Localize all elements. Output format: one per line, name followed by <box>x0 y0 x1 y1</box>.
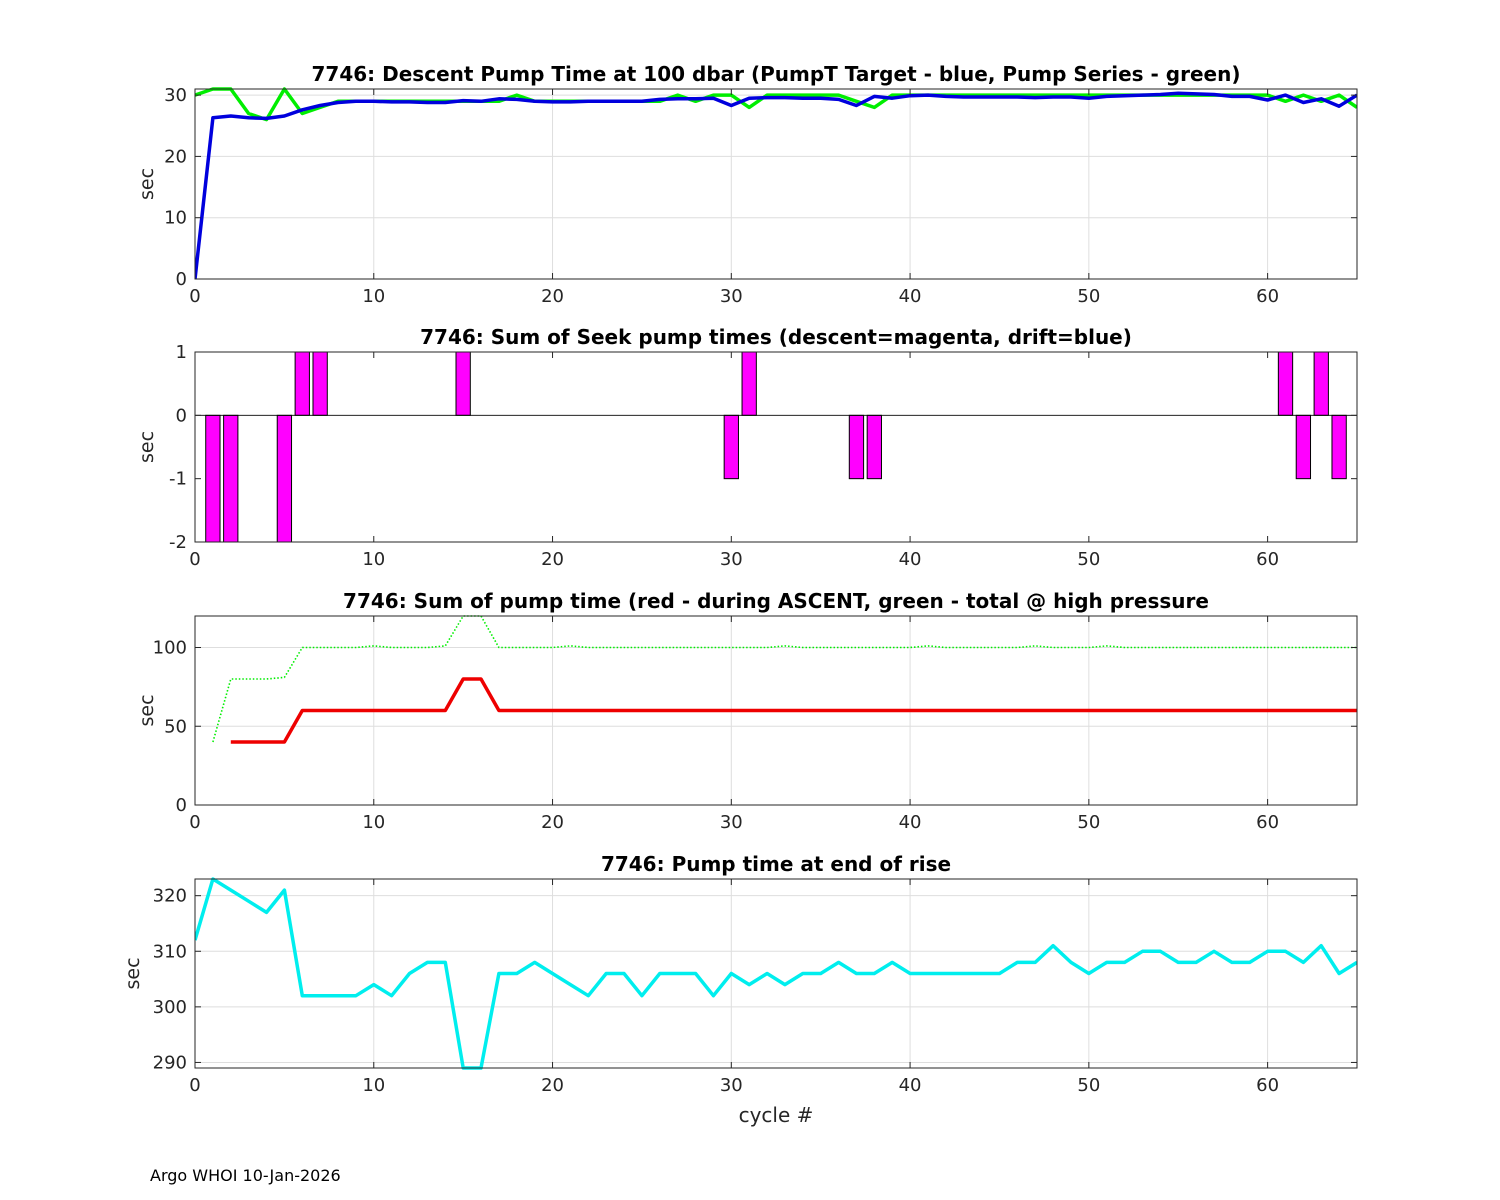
chart-panel-4: 0 10 20 30 40 50 60 290 300 310 320 7746: Pump time… <box>122 852 1358 1127</box>
footer-label: Argo WHOI 10-Jan-2026 <box>150 1166 341 1185</box>
bar-mark <box>294 351 310 416</box>
series-line-1 <box>195 877 1357 1070</box>
x-tick-label: 20 <box>541 812 564 833</box>
plot-area <box>195 879 1357 1068</box>
axes-box <box>194 878 1358 1069</box>
y-tick-label: 50 <box>164 716 187 737</box>
y-axis-label: sec <box>136 694 158 726</box>
x-tick-label: 40 <box>899 286 922 307</box>
x-tick-label: 40 <box>899 549 922 570</box>
y-axis-label: sec <box>136 431 158 463</box>
bar-mark <box>205 414 221 543</box>
x-tick-label: 60 <box>1256 812 1279 833</box>
x-tick-label: 0 <box>189 1075 200 1096</box>
y-tick-label: 10 <box>164 208 187 229</box>
bar-mark <box>276 414 293 543</box>
y-tick-label: 0 <box>176 405 187 426</box>
x-tick-label: 10 <box>362 549 385 570</box>
y-tick-label: 20 <box>164 146 187 167</box>
y-tick-label: 320 <box>153 886 187 907</box>
x-tick-label: 60 <box>1256 286 1279 307</box>
y-tick-label: -1 <box>169 469 187 490</box>
x-tick-label: 40 <box>899 1075 922 1096</box>
x-tick-label: 50 <box>1077 812 1100 833</box>
bar-mark <box>741 351 757 416</box>
bar-mark <box>848 414 865 480</box>
x-tick-label: 10 <box>362 286 385 307</box>
axes-box <box>194 88 1358 280</box>
x-axis-label: cycle # <box>739 1103 814 1127</box>
chart-panel-1: 0 10 20 30 40 50 60 0 10 20 30 7746: Descent Pump T… <box>136 62 1358 307</box>
x-tick-label: 50 <box>1077 549 1100 570</box>
bar-mark <box>1331 414 1347 480</box>
chart-title: 7746: Pump time at end of rise <box>601 852 951 876</box>
bar-mark <box>223 414 239 543</box>
data-layer <box>195 87 1357 280</box>
bar-mark <box>1313 351 1329 416</box>
bar-mark <box>312 351 328 416</box>
data-layer <box>195 877 1357 1070</box>
x-tick-label: 30 <box>720 1075 743 1096</box>
y-tick-label: 0 <box>176 795 187 816</box>
x-tick-label: 0 <box>189 286 200 307</box>
data-layer <box>212 615 1357 744</box>
bar-mark <box>1295 414 1312 480</box>
x-tick-label: 0 <box>189 812 200 833</box>
data-layer <box>195 351 1357 543</box>
y-tick-label: 290 <box>153 1052 187 1073</box>
y-tick-label: 30 <box>164 85 187 106</box>
plot-area <box>195 352 1357 542</box>
x-tick-label: 60 <box>1256 549 1279 570</box>
axes-box <box>194 615 1358 806</box>
x-tick-label: 60 <box>1256 1075 1279 1096</box>
chart-panel-3: 0 10 20 30 40 50 60 0 50 100 7746: Sum of pump tim… <box>136 589 1358 833</box>
chart-panel-2: 0 10 20 30 40 50 60 -2 -1 0 1 7746: Sum of Seek pum… <box>136 325 1358 570</box>
bar-mark <box>866 414 882 480</box>
x-tick-label: 10 <box>362 1075 385 1096</box>
x-tick-label: 50 <box>1077 286 1100 307</box>
x-tick-label: 50 <box>1077 1075 1100 1096</box>
x-tick-label: 10 <box>362 812 385 833</box>
series-line-1 <box>212 615 1357 743</box>
y-tick-label: 0 <box>176 269 187 290</box>
chart-title: 7746: Descent Pump Time at 100 dbar (Pum… <box>312 62 1241 86</box>
plot-area <box>195 89 1357 279</box>
axes-box <box>194 351 1358 543</box>
chart-title: 7746: Sum of pump time (red - during ASC… <box>343 589 1209 613</box>
x-tick-label: 30 <box>720 286 743 307</box>
bar-mark <box>1277 351 1294 416</box>
y-tick-label: 100 <box>153 638 187 659</box>
y-tick-label: -2 <box>169 532 187 553</box>
x-tick-label: 40 <box>899 812 922 833</box>
chart-title: 7746: Sum of Seek pump times (descent=ma… <box>420 325 1132 349</box>
x-tick-label: 20 <box>541 1075 564 1096</box>
bar-mark <box>455 351 471 416</box>
x-tick-label: 30 <box>720 549 743 570</box>
x-tick-label: 30 <box>720 812 743 833</box>
series-line-2 <box>195 91 1357 280</box>
y-tick-label: 310 <box>153 941 187 962</box>
x-tick-label: 20 <box>541 549 564 570</box>
series-line-2 <box>230 677 1357 744</box>
x-tick-label: 20 <box>541 286 564 307</box>
bar-mark <box>723 414 739 480</box>
y-tick-label: 300 <box>153 997 187 1018</box>
y-axis-label: sec <box>122 957 144 989</box>
y-axis-label: sec <box>136 168 158 200</box>
x-tick-label: 0 <box>189 549 200 570</box>
y-tick-label: 1 <box>176 342 187 363</box>
